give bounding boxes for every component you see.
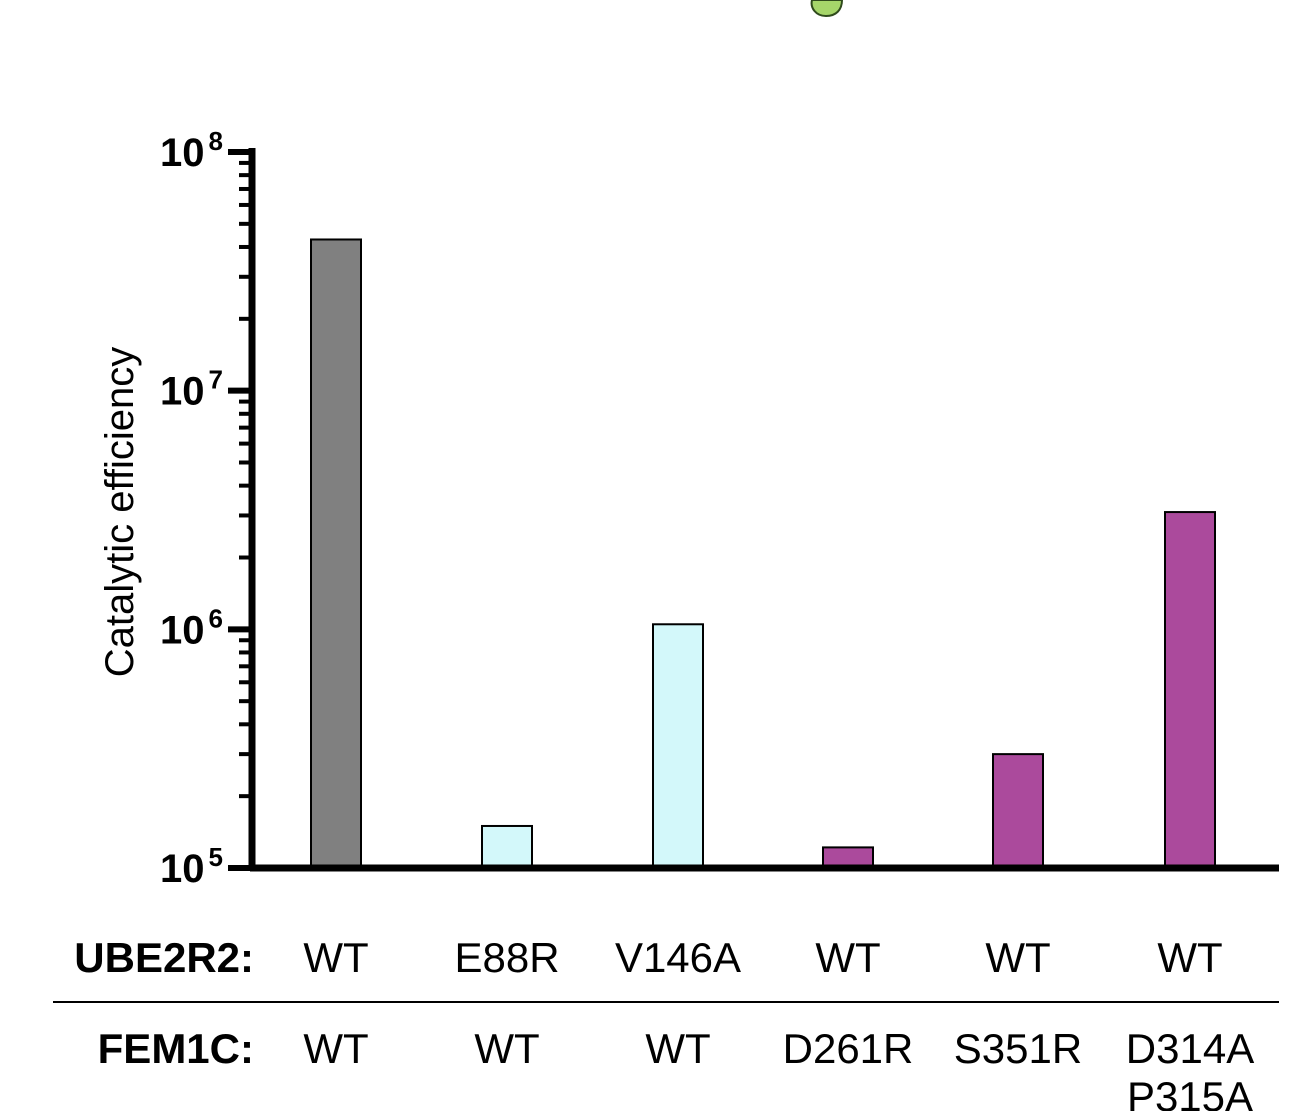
category-label: E88R bbox=[454, 934, 559, 981]
bar bbox=[992, 753, 1044, 870]
category-label: WT bbox=[1157, 934, 1222, 981]
category-label: D261R bbox=[783, 1025, 914, 1072]
bars bbox=[310, 238, 1216, 870]
category-label: S351R bbox=[954, 1025, 1082, 1072]
category-label: WT bbox=[303, 934, 368, 981]
bar bbox=[481, 824, 533, 870]
y-axis-ticks bbox=[228, 149, 252, 871]
decorative-blob bbox=[810, 0, 844, 18]
bar bbox=[1164, 511, 1216, 869]
category-label: WT bbox=[303, 1025, 368, 1072]
category-row-labels: UBE2R2: FEM1C: bbox=[74, 934, 254, 1072]
category-label: D314A bbox=[1126, 1025, 1254, 1072]
y-tick-label: 10 8 bbox=[160, 126, 223, 175]
y-tick-label: 10 7 bbox=[160, 365, 223, 414]
category-label: WT bbox=[985, 934, 1050, 981]
category-labels: WT E88R V146A WT WT WT WT WT WT D261R S351R D314AP3… bbox=[303, 934, 1254, 1111]
category-label: V146A bbox=[615, 934, 741, 981]
bar bbox=[310, 238, 362, 869]
category-label: P315A bbox=[1127, 1073, 1253, 1111]
y-tick-label: 10 5 bbox=[160, 842, 223, 891]
row-label: UBE2R2: bbox=[74, 934, 254, 981]
category-label: WT bbox=[815, 934, 880, 981]
category-label: WT bbox=[474, 1025, 539, 1072]
bar bbox=[652, 623, 704, 870]
y-tick-label: 10 6 bbox=[160, 603, 223, 652]
y-axis-title: Catalytic efficiency bbox=[98, 347, 142, 678]
row-label: FEM1C: bbox=[98, 1025, 254, 1072]
category-label: WT bbox=[645, 1025, 710, 1072]
